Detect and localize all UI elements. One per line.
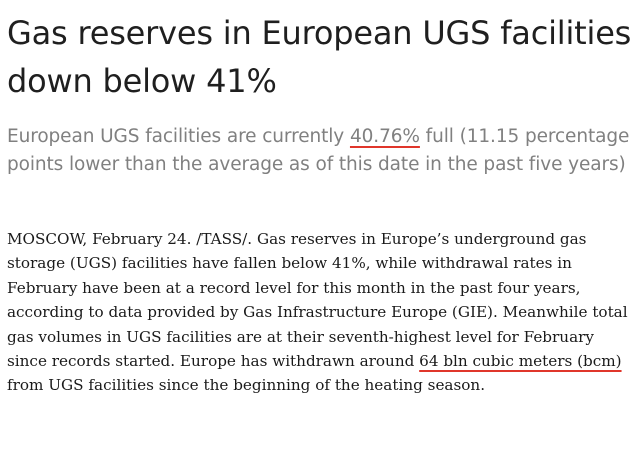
article-text-before: MOSCOW, February 24. /TASS/. Gas reserve… [7,230,628,371]
lead-highlight-percentage: 40.76% [349,126,420,147]
lead-text-before: European UGS facilities are currently [7,126,350,147]
lead-paragraph: European UGS facilities are currently 40… [7,123,634,179]
article-highlight-volume: 64 bln cubic meters (bcm) [419,352,622,371]
article-text-after: from UGS facilities since the beginning … [7,376,486,395]
headline: Gas reserves in European UGS facilities … [7,14,632,100]
lead-text-after: full (11.15 percentage points lower than… [7,126,630,175]
article-body: MOSCOW, February 24. /TASS/. Gas reserve… [7,227,634,398]
